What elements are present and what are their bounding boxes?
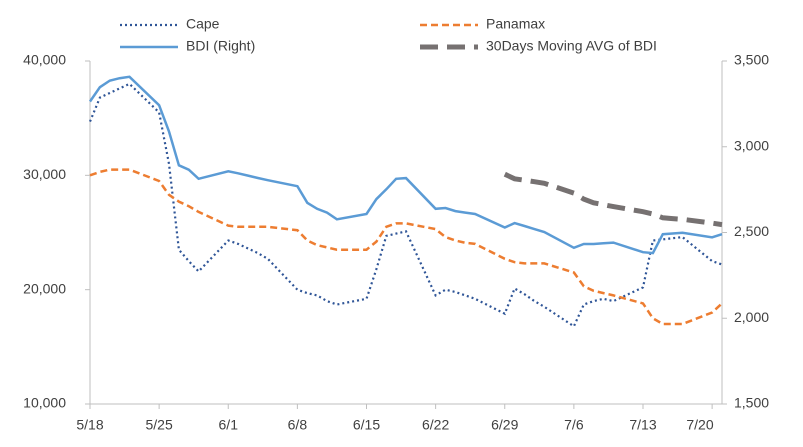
y-tick-label: 10,000 [23,395,66,411]
series-line [88,82,723,328]
x-tick-label: 6/22 [422,417,449,433]
series-line [89,168,723,326]
y-tick-label: 20,000 [23,280,66,296]
legend-label: 30Days Moving AVG of BDI [486,38,657,54]
legend-label: Panamax [486,16,545,32]
y2-tick-label: 1,500 [734,395,769,411]
series-line [503,171,723,228]
x-tick-label: 5/25 [146,417,173,433]
y2-tick-label: 3,500 [734,52,769,68]
x-tick-label: 7/20 [686,417,713,433]
x-tick-label: 5/18 [76,417,103,433]
x-tick-label: 7/6 [564,417,584,433]
x-tick-label: 6/8 [288,417,308,433]
legend-label: BDI (Right) [186,38,255,54]
y-tick-label: 30,000 [23,166,66,182]
legend-label: Cape [186,16,220,32]
x-tick-label: 6/15 [353,417,380,433]
y2-tick-label: 2,500 [734,223,769,239]
x-tick-label: 7/13 [629,417,656,433]
y-tick-label: 40,000 [23,52,66,68]
x-tick-label: 6/1 [219,417,239,433]
series-line [88,75,723,255]
y2-tick-label: 3,000 [734,137,769,153]
x-tick-label: 6/29 [491,417,518,433]
y2-tick-label: 2,000 [734,309,769,325]
